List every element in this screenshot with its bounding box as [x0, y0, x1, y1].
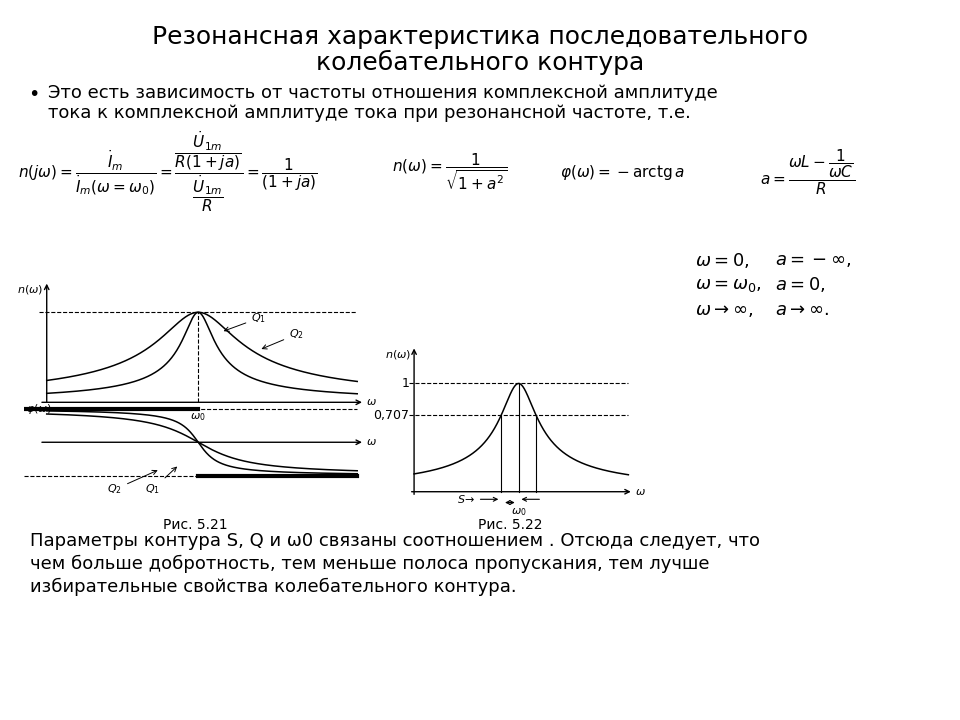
Text: $a = \dfrac{\omega L - \dfrac{1}{\omega C}}{R}$: $a = \dfrac{\omega L - \dfrac{1}{\omega …: [760, 147, 855, 197]
Text: $\omega_0$: $\omega_0$: [190, 411, 206, 423]
Text: тока к комплексной амплитуде тока при резонансной частоте, т.е.: тока к комплексной амплитуде тока при ре…: [48, 104, 691, 122]
Text: $a \rightarrow \infty.$: $a \rightarrow \infty.$: [775, 301, 828, 319]
Text: $n(\omega) = \dfrac{1}{\sqrt{1+a^2}}$: $n(\omega) = \dfrac{1}{\sqrt{1+a^2}}$: [392, 152, 508, 192]
Text: чем больше добротность, тем меньше полоса пропускания, тем лучше: чем больше добротность, тем меньше полос…: [30, 555, 709, 573]
Text: $a = 0,$: $a = 0,$: [775, 276, 826, 294]
Text: избирательные свойства колебательного контура.: избирательные свойства колебательного ко…: [30, 578, 516, 596]
Text: колебательного контура: колебательного контура: [316, 50, 644, 75]
Text: $\omega_0$: $\omega_0$: [511, 505, 526, 518]
Text: •: •: [28, 85, 39, 104]
Text: $Q_1$: $Q_1$: [225, 311, 266, 331]
Text: $S\!\rightarrow$: $S\!\rightarrow$: [457, 493, 475, 505]
Text: $\omega$: $\omega$: [367, 437, 377, 447]
Text: $Q_1$: $Q_1$: [145, 467, 177, 496]
Text: $a = -\infty,$: $a = -\infty,$: [775, 251, 852, 269]
Text: Параметры контура S, Q и ω0 связаны соотношением . Отсюда следует, что: Параметры контура S, Q и ω0 связаны соот…: [30, 532, 760, 550]
Text: $1$: $1$: [401, 377, 410, 390]
Text: $\varphi(\omega) = -\mathrm{arctg}\, a$: $\varphi(\omega) = -\mathrm{arctg}\, a$: [560, 163, 684, 181]
Text: Это есть зависимость от частоты отношения комплексной амплитуде: Это есть зависимость от частоты отношени…: [48, 84, 718, 102]
Text: Резонансная характеристика последовательного: Резонансная характеристика последователь…: [152, 25, 808, 49]
Text: $\omega = 0,$: $\omega = 0,$: [695, 251, 750, 269]
Text: $n(\omega)$: $n(\omega)$: [16, 282, 43, 296]
Text: $n(\omega)$: $n(\omega)$: [385, 348, 412, 361]
Text: $Q_2$: $Q_2$: [108, 470, 156, 496]
Text: $0{,}707$: $0{,}707$: [373, 408, 410, 422]
Text: $\omega$: $\omega$: [367, 397, 377, 408]
Text: $\varphi(\omega)$: $\varphi(\omega)$: [26, 402, 52, 415]
Text: Рис. 5.21: Рис. 5.21: [162, 518, 228, 532]
Text: Рис. 5.22: Рис. 5.22: [478, 518, 542, 532]
Text: $\omega \rightarrow \infty,$: $\omega \rightarrow \infty,$: [695, 301, 754, 319]
Text: $\omega = \omega_0,$: $\omega = \omega_0,$: [695, 276, 761, 294]
Text: $n(j\omega) = \dfrac{\dot{I}_m}{\dot{I}_m(\omega = \omega_0)} = \dfrac{\dfrac{\d: $n(j\omega) = \dfrac{\dot{I}_m}{\dot{I}_…: [18, 130, 318, 215]
Text: $\omega$: $\omega$: [635, 487, 645, 497]
Text: $Q_2$: $Q_2$: [262, 328, 304, 349]
